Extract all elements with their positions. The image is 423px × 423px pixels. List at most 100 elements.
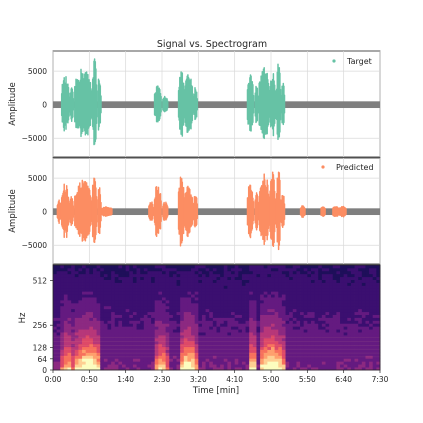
spectrogram-cell — [67, 358, 72, 362]
spectrogram-cell — [267, 308, 272, 313]
spectrogram-cell — [100, 346, 105, 350]
spectrogram-cell — [63, 355, 68, 359]
spectrogram-cell — [289, 335, 294, 339]
spectrogram-cell — [183, 288, 188, 292]
spectrogram-cell — [292, 270, 297, 275]
spectrogram-cell — [329, 337, 334, 342]
spectrogram-cell — [136, 349, 141, 353]
spectrogram-cell — [350, 335, 355, 339]
spectrogram-cell — [300, 320, 305, 324]
spectrogram-cell — [187, 305, 192, 310]
spectrogram-cell — [365, 323, 370, 327]
spectrogram-cell — [132, 329, 137, 333]
spectrogram-cell — [267, 340, 272, 345]
spectrogram-cell — [205, 291, 210, 295]
spectrogram-cell — [318, 300, 323, 304]
spectrogram-cell — [350, 314, 355, 318]
spectrogram-cell — [82, 352, 87, 356]
spectrogram-cell — [372, 329, 377, 333]
spectrogram-cell — [300, 335, 305, 339]
spectrogram-cell — [209, 358, 214, 362]
spectrogram-cell — [183, 276, 188, 280]
spectrogram-cell — [198, 279, 203, 283]
spectrogram-cell — [60, 323, 65, 327]
spectrogram-cell — [285, 332, 290, 336]
spectrogram-cell — [78, 314, 83, 318]
spectrogram-cell — [158, 358, 163, 362]
spectrogram-cell — [336, 288, 341, 292]
spectrogram-cell — [350, 367, 355, 371]
spectrogram-cell — [209, 337, 214, 342]
spectrogram-cell — [212, 320, 217, 324]
spectrogram-cell — [310, 311, 315, 315]
spectrogram-cell — [158, 276, 163, 280]
spectrogram-cell — [60, 332, 65, 336]
spectrogram-cell — [325, 270, 330, 275]
spectrogram-cell — [245, 288, 250, 292]
spectrogram-cell — [74, 273, 79, 278]
spectrogram-cell — [252, 352, 257, 356]
spectrogram-cell — [78, 302, 83, 307]
spectrogram-cell — [325, 346, 330, 350]
spectrogram-cell — [358, 335, 363, 339]
spectrogram-cell — [372, 308, 377, 313]
spectrogram-cell — [212, 265, 217, 269]
spectrogram-cell — [358, 337, 363, 342]
spectrogram-cell — [340, 340, 345, 345]
spectrogram-cell — [238, 265, 243, 269]
spectrogram-cell — [158, 305, 163, 310]
spectrogram-cell — [209, 335, 214, 339]
spectrogram-cell — [118, 314, 123, 318]
spectrogram-cell — [129, 367, 134, 371]
spectrogram-cell — [285, 276, 290, 280]
spectrogram-cell — [89, 294, 94, 298]
spectrogram-cell — [71, 270, 76, 275]
spectrogram-cell — [241, 311, 246, 315]
spectrogram-cell — [158, 335, 163, 339]
spectrogram-cell — [365, 346, 370, 350]
spectrogram-cell — [231, 297, 236, 301]
spectrogram-cell — [329, 332, 334, 336]
spectrogram-cell — [180, 285, 185, 289]
spectrogram-cell — [82, 332, 87, 336]
spectrogram-cell — [332, 367, 337, 371]
spectrogram-cell — [285, 349, 290, 353]
spectrogram-cell — [107, 343, 112, 348]
spectrogram-cell — [198, 332, 203, 336]
spectrogram-cell — [147, 358, 152, 362]
spectrogram-cell — [191, 314, 196, 318]
spectrogram-cell — [122, 329, 127, 333]
spectrogram-cell — [369, 346, 374, 350]
spectrogram-cell — [358, 358, 363, 362]
spectrogram-cell — [198, 346, 203, 350]
spectrogram-cell — [281, 308, 286, 313]
spectrogram-cell — [321, 273, 326, 278]
spectrogram-cell — [183, 285, 188, 289]
spectrogram-cell — [274, 276, 279, 280]
spectrogram-cell — [53, 343, 58, 348]
spectrogram-cell — [165, 270, 170, 275]
spectrogram-cell — [332, 329, 337, 333]
target-burst-12 — [258, 66, 271, 140]
spectrogram-cell — [129, 305, 134, 310]
spectrogram-cell — [111, 305, 116, 310]
spectrogram-cell — [310, 288, 315, 292]
spectrogram-cell — [89, 267, 94, 272]
spectrogram-cell — [245, 329, 250, 333]
spectrogram-cell — [63, 358, 68, 362]
spectrogram-cell — [285, 320, 290, 324]
spectrogram-cell — [310, 358, 315, 362]
spectrogram-cell — [71, 279, 76, 283]
spectrogram-cell — [151, 361, 156, 365]
spectrogram-cell — [63, 361, 68, 365]
spectrogram-cell — [227, 349, 232, 353]
spectrogram-cell — [234, 317, 239, 321]
spectrogram-cell — [63, 317, 68, 321]
spectrogram-cell — [249, 270, 254, 275]
spectrogram-cell — [238, 367, 243, 371]
spectrogram-cell — [263, 346, 268, 350]
spectrogram-cell — [78, 364, 83, 368]
predicted-burst-1 — [60, 183, 70, 238]
spectrogram-cell — [96, 364, 101, 368]
spectrogram-cell — [300, 352, 305, 356]
